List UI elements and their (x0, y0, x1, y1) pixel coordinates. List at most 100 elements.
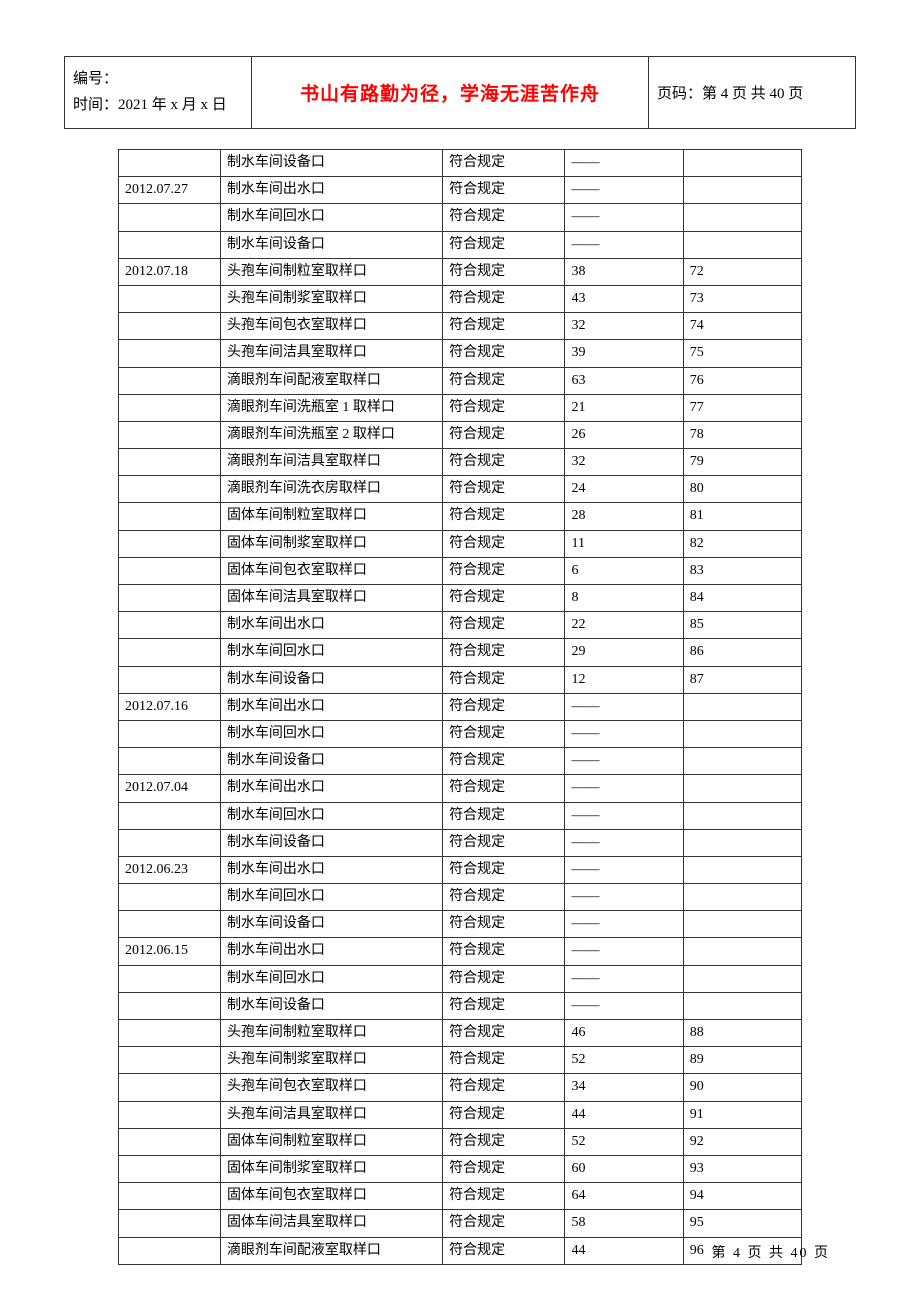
table-row: 头孢车间制浆室取样口符合规定5289 (119, 1047, 802, 1074)
cell-value-1: 11 (565, 530, 683, 557)
cell-value-1: 38 (565, 258, 683, 285)
cell-value-1: 39 (565, 340, 683, 367)
cell-location: 制水车间出水口 (220, 612, 442, 639)
cell-location: 制水车间回水口 (220, 720, 442, 747)
cell-date (119, 666, 221, 693)
cell-value-2: 72 (683, 258, 801, 285)
table-row: 制水车间回水口符合规定2986 (119, 639, 802, 666)
cell-date (119, 884, 221, 911)
table-row: 固体车间洁具室取样口符合规定884 (119, 585, 802, 612)
cell-date: 2012.07.04 (119, 775, 221, 802)
cell-date (119, 231, 221, 258)
cell-location: 滴眼剂车间配液室取样口 (220, 1237, 442, 1264)
cell-status: 符合规定 (443, 693, 565, 720)
cell-value-1: 29 (565, 639, 683, 666)
table-row: 制水车间设备口符合规定—— (119, 992, 802, 1019)
cell-status: 符合规定 (443, 340, 565, 367)
cell-value-2 (683, 748, 801, 775)
cell-date (119, 965, 221, 992)
cell-value-1: 43 (565, 285, 683, 312)
cell-location: 滴眼剂车间洁具室取样口 (220, 449, 442, 476)
cell-location: 头孢车间洁具室取样口 (220, 1101, 442, 1128)
cell-value-2 (683, 992, 801, 1019)
cell-location: 头孢车间制粒室取样口 (220, 1020, 442, 1047)
cell-date (119, 449, 221, 476)
cell-location: 制水车间设备口 (220, 992, 442, 1019)
cell-location: 制水车间出水口 (220, 938, 442, 965)
cell-value-1: —— (565, 150, 683, 177)
doc-number-label: 编号： (73, 67, 243, 93)
header-row: 编号： 时间：2021 年 x 月 x 日 书山有路勤为径，学海无涯苦作舟 页码… (65, 57, 856, 129)
cell-value-2 (683, 938, 801, 965)
table-row: 头孢车间洁具室取样口符合规定3975 (119, 340, 802, 367)
cell-date (119, 421, 221, 448)
cell-location: 制水车间回水口 (220, 884, 442, 911)
page-container: 编号： 时间：2021 年 x 月 x 日 书山有路勤为径，学海无涯苦作舟 页码… (0, 0, 920, 1305)
cell-value-1: —— (565, 802, 683, 829)
cell-location: 制水车间设备口 (220, 911, 442, 938)
cell-date (119, 1128, 221, 1155)
table-row: 滴眼剂车间洗瓶室 2 取样口符合规定2678 (119, 421, 802, 448)
cell-status: 符合规定 (443, 1074, 565, 1101)
cell-value-1: —— (565, 204, 683, 231)
table-row: 制水车间设备口符合规定—— (119, 231, 802, 258)
cell-date: 2012.07.18 (119, 258, 221, 285)
cell-location: 固体车间洁具室取样口 (220, 585, 442, 612)
table-row: 头孢车间制粒室取样口符合规定4688 (119, 1020, 802, 1047)
cell-status: 符合规定 (443, 530, 565, 557)
cell-location: 制水车间出水口 (220, 693, 442, 720)
cell-value-2 (683, 204, 801, 231)
cell-location: 制水车间出水口 (220, 177, 442, 204)
cell-date (119, 585, 221, 612)
cell-value-2 (683, 856, 801, 883)
cell-value-2: 91 (683, 1101, 801, 1128)
cell-status: 符合规定 (443, 666, 565, 693)
table-row: 制水车间回水口符合规定—— (119, 204, 802, 231)
cell-location: 制水车间设备口 (220, 666, 442, 693)
cell-value-2: 84 (683, 585, 801, 612)
cell-location: 制水车间设备口 (220, 150, 442, 177)
cell-date: 2012.06.23 (119, 856, 221, 883)
cell-status: 符合规定 (443, 884, 565, 911)
cell-value-1: 58 (565, 1210, 683, 1237)
table-row: 头孢车间洁具室取样口符合规定4491 (119, 1101, 802, 1128)
cell-value-1: 32 (565, 449, 683, 476)
cell-location: 头孢车间洁具室取样口 (220, 340, 442, 367)
cell-date (119, 1183, 221, 1210)
cell-date: 2012.07.16 (119, 693, 221, 720)
cell-status: 符合规定 (443, 1128, 565, 1155)
cell-location: 头孢车间包衣室取样口 (220, 1074, 442, 1101)
table-row: 滴眼剂车间配液室取样口符合规定4496 (119, 1237, 802, 1264)
table-row: 固体车间制浆室取样口符合规定6093 (119, 1155, 802, 1182)
cell-status: 符合规定 (443, 476, 565, 503)
cell-date (119, 829, 221, 856)
cell-status: 符合规定 (443, 720, 565, 747)
cell-status: 符合规定 (443, 1101, 565, 1128)
cell-value-2 (683, 884, 801, 911)
cell-location: 固体车间包衣室取样口 (220, 557, 442, 584)
cell-value-1: 60 (565, 1155, 683, 1182)
cell-location: 头孢车间制粒室取样口 (220, 258, 442, 285)
cell-location: 制水车间设备口 (220, 829, 442, 856)
cell-date (119, 503, 221, 530)
cell-status: 符合规定 (443, 829, 565, 856)
cell-location: 滴眼剂车间洗瓶室 2 取样口 (220, 421, 442, 448)
cell-value-1: 63 (565, 367, 683, 394)
cell-status: 符合规定 (443, 231, 565, 258)
cell-status: 符合规定 (443, 394, 565, 421)
cell-value-1: —— (565, 856, 683, 883)
footer-page-number: 第 4 页 共 40 页 (712, 1242, 831, 1262)
cell-location: 制水车间回水口 (220, 802, 442, 829)
table-row: 固体车间制粒室取样口符合规定2881 (119, 503, 802, 530)
cell-status: 符合规定 (443, 449, 565, 476)
table-row: 2012.07.27制水车间出水口符合规定—— (119, 177, 802, 204)
cell-value-1: —— (565, 911, 683, 938)
cell-status: 符合规定 (443, 258, 565, 285)
cell-value-2: 86 (683, 639, 801, 666)
data-table-body: 制水车间设备口符合规定——2012.07.27制水车间出水口符合规定——制水车间… (119, 150, 802, 1265)
cell-value-1: 24 (565, 476, 683, 503)
cell-value-1: 12 (565, 666, 683, 693)
cell-value-1: 21 (565, 394, 683, 421)
table-row: 制水车间设备口符合规定—— (119, 748, 802, 775)
cell-status: 符合规定 (443, 1237, 565, 1264)
